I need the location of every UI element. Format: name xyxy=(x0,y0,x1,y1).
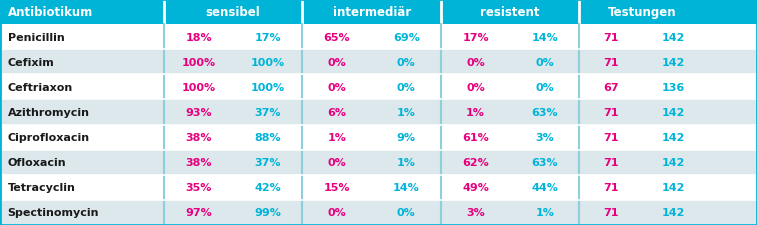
Text: Penicillin: Penicillin xyxy=(8,33,64,43)
Text: 0%: 0% xyxy=(397,207,416,218)
Text: 14%: 14% xyxy=(531,33,558,43)
Text: 63%: 63% xyxy=(531,158,558,167)
Text: 0%: 0% xyxy=(328,158,347,167)
Text: 100%: 100% xyxy=(251,58,285,68)
Text: 61%: 61% xyxy=(463,133,489,142)
Text: 71: 71 xyxy=(603,108,618,117)
Text: 49%: 49% xyxy=(462,182,489,192)
Text: 0%: 0% xyxy=(535,58,554,68)
Text: 93%: 93% xyxy=(185,108,212,117)
Text: Antibiotikum: Antibiotikum xyxy=(8,6,93,19)
Text: 9%: 9% xyxy=(397,133,416,142)
Bar xyxy=(0,175,757,200)
Text: 35%: 35% xyxy=(185,182,212,192)
Bar xyxy=(0,0,757,25)
Text: 15%: 15% xyxy=(324,182,350,192)
Text: 136: 136 xyxy=(662,83,685,92)
Text: Ceftriaxon: Ceftriaxon xyxy=(8,83,73,92)
Bar xyxy=(0,50,757,75)
Text: 3%: 3% xyxy=(466,207,485,218)
Text: 6%: 6% xyxy=(328,108,347,117)
Text: 0%: 0% xyxy=(397,83,416,92)
Text: 71: 71 xyxy=(603,133,618,142)
Text: 0%: 0% xyxy=(466,83,485,92)
Text: 71: 71 xyxy=(603,58,618,68)
Text: 88%: 88% xyxy=(254,133,281,142)
Bar xyxy=(0,75,757,100)
Text: 71: 71 xyxy=(603,33,618,43)
Text: 142: 142 xyxy=(662,182,685,192)
Text: 1%: 1% xyxy=(535,207,554,218)
Text: 142: 142 xyxy=(662,158,685,167)
Text: 3%: 3% xyxy=(535,133,554,142)
Text: 142: 142 xyxy=(662,108,685,117)
Text: 0%: 0% xyxy=(328,207,347,218)
Text: 142: 142 xyxy=(662,207,685,218)
Text: 100%: 100% xyxy=(251,83,285,92)
Text: 37%: 37% xyxy=(254,108,281,117)
Text: intermediär: intermediär xyxy=(332,6,411,19)
Text: 71: 71 xyxy=(603,182,618,192)
Text: 100%: 100% xyxy=(182,58,216,68)
Text: 17%: 17% xyxy=(254,33,281,43)
Bar xyxy=(0,150,757,175)
Text: 1%: 1% xyxy=(397,158,416,167)
Text: Cefixim: Cefixim xyxy=(8,58,55,68)
Text: resistent: resistent xyxy=(481,6,540,19)
Text: 0%: 0% xyxy=(328,58,347,68)
Text: 99%: 99% xyxy=(254,207,282,218)
Text: 142: 142 xyxy=(662,33,685,43)
Text: sensibel: sensibel xyxy=(206,6,260,19)
Text: 38%: 38% xyxy=(185,133,212,142)
Text: Testungen: Testungen xyxy=(608,6,677,19)
Text: 18%: 18% xyxy=(185,33,212,43)
Text: 14%: 14% xyxy=(393,182,419,192)
Text: Spectinomycin: Spectinomycin xyxy=(8,207,99,218)
Text: Tetracyclin: Tetracyclin xyxy=(8,182,76,192)
Text: Azithromycin: Azithromycin xyxy=(8,108,89,117)
Text: Ofloxacin: Ofloxacin xyxy=(8,158,66,167)
Text: 1%: 1% xyxy=(397,108,416,117)
Text: 97%: 97% xyxy=(185,207,212,218)
Text: 37%: 37% xyxy=(254,158,281,167)
Text: 62%: 62% xyxy=(463,158,489,167)
Bar xyxy=(0,25,757,50)
Text: 71: 71 xyxy=(603,158,618,167)
Text: 0%: 0% xyxy=(535,83,554,92)
Text: Ciprofloxacin: Ciprofloxacin xyxy=(8,133,89,142)
Text: 1%: 1% xyxy=(328,133,347,142)
Text: 65%: 65% xyxy=(324,33,350,43)
Text: 1%: 1% xyxy=(466,108,485,117)
Text: 44%: 44% xyxy=(531,182,559,192)
Text: 67: 67 xyxy=(603,83,618,92)
Text: 0%: 0% xyxy=(466,58,485,68)
Text: 69%: 69% xyxy=(393,33,420,43)
Text: 100%: 100% xyxy=(182,83,216,92)
Bar xyxy=(0,200,757,225)
Text: 38%: 38% xyxy=(185,158,212,167)
Text: 0%: 0% xyxy=(328,83,347,92)
Text: 17%: 17% xyxy=(463,33,489,43)
Text: 142: 142 xyxy=(662,133,685,142)
Bar xyxy=(0,125,757,150)
Text: 0%: 0% xyxy=(397,58,416,68)
Bar xyxy=(0,100,757,125)
Text: 63%: 63% xyxy=(531,108,558,117)
Text: 42%: 42% xyxy=(254,182,281,192)
Text: 142: 142 xyxy=(662,58,685,68)
Text: 71: 71 xyxy=(603,207,618,218)
